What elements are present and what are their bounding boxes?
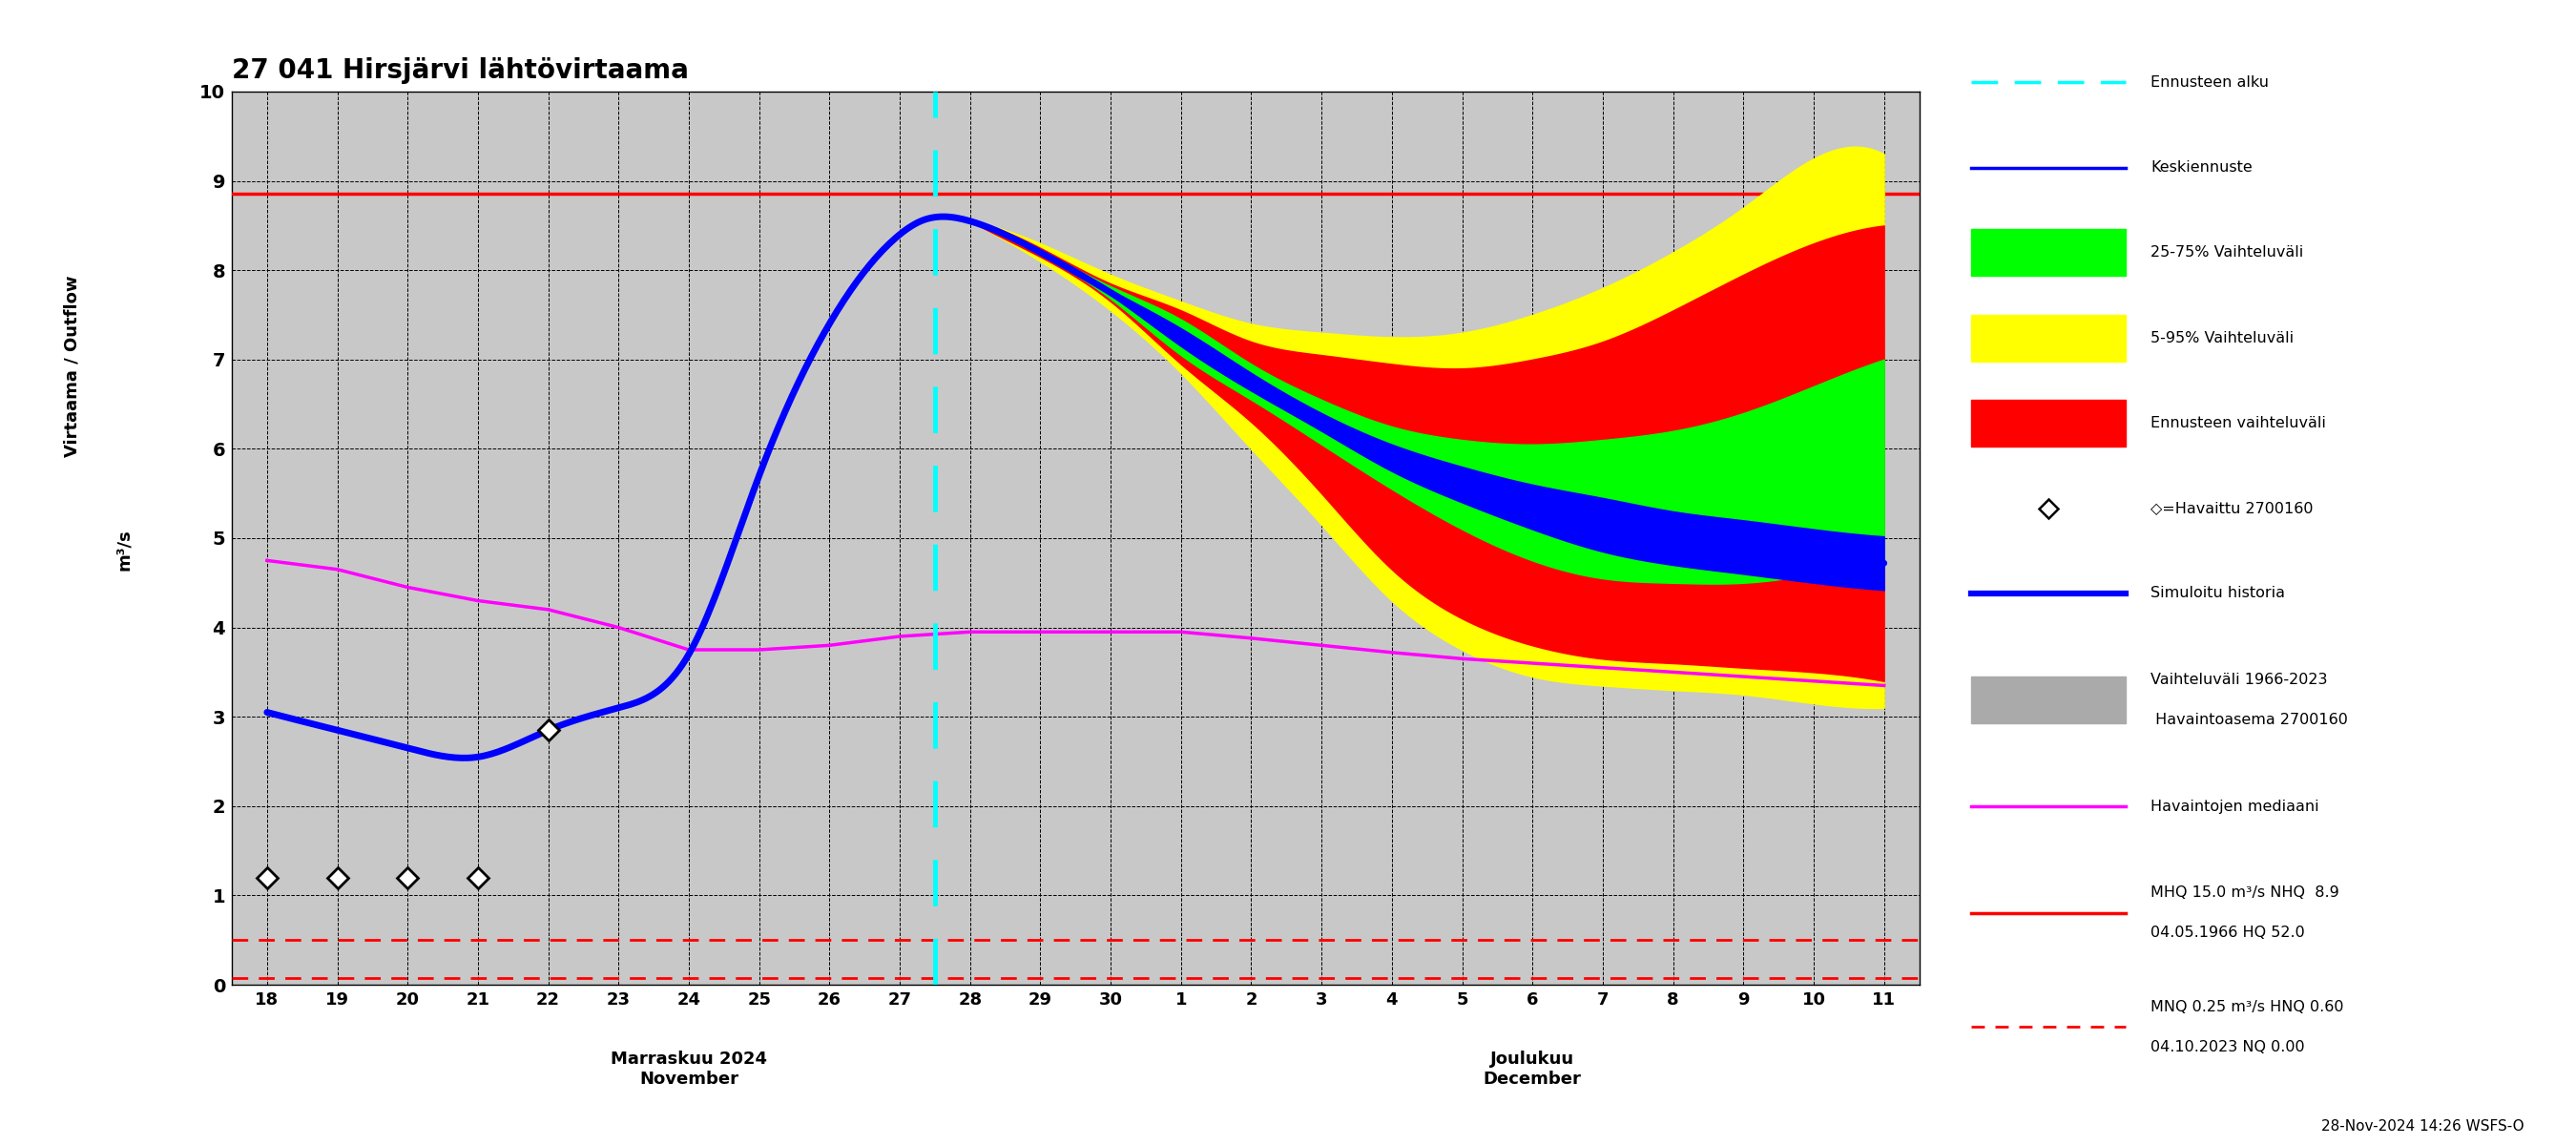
Text: 27 041 Hirsjärvi lähtövirtaama: 27 041 Hirsjärvi lähtövirtaama (232, 57, 688, 84)
Text: Marraskuu 2024
November: Marraskuu 2024 November (611, 1051, 768, 1088)
Text: Ennusteen vaihteluväli: Ennusteen vaihteluväli (2151, 416, 2326, 431)
Text: 25-75% Vaihteluväli: 25-75% Vaihteluväli (2151, 245, 2303, 260)
Text: MHQ 15.0 m³/s NHQ  8.9: MHQ 15.0 m³/s NHQ 8.9 (2151, 886, 2339, 900)
Text: 28-Nov-2024 14:26 WSFS-O: 28-Nov-2024 14:26 WSFS-O (2321, 1120, 2524, 1134)
Text: Simuloitu historia: Simuloitu historia (2151, 586, 2285, 600)
Text: ◇=Havaittu 2700160: ◇=Havaittu 2700160 (2151, 502, 2313, 515)
Text: Havaintojen mediaani: Havaintojen mediaani (2151, 799, 2318, 813)
Text: Ennusteen alku: Ennusteen alku (2151, 76, 2269, 89)
Text: Havaintoasema 2700160: Havaintoasema 2700160 (2151, 712, 2347, 727)
Text: Joulukuu
December: Joulukuu December (1484, 1051, 1582, 1088)
Text: Keskiennuste: Keskiennuste (2151, 160, 2251, 174)
Text: m³/s: m³/s (116, 529, 131, 570)
Text: MNQ 0.25 m³/s HNQ 0.60: MNQ 0.25 m³/s HNQ 0.60 (2151, 1000, 2344, 1014)
Text: Vaihteluväli 1966-2023: Vaihteluväli 1966-2023 (2151, 673, 2329, 687)
Text: 04.10.2023 NQ 0.00: 04.10.2023 NQ 0.00 (2151, 1040, 2306, 1053)
Text: Virtaama / Outflow: Virtaama / Outflow (64, 276, 80, 457)
Text: 04.05.1966 HQ 52.0: 04.05.1966 HQ 52.0 (2151, 925, 2306, 940)
Text: 5-95% Vaihteluväli: 5-95% Vaihteluväli (2151, 331, 2293, 345)
